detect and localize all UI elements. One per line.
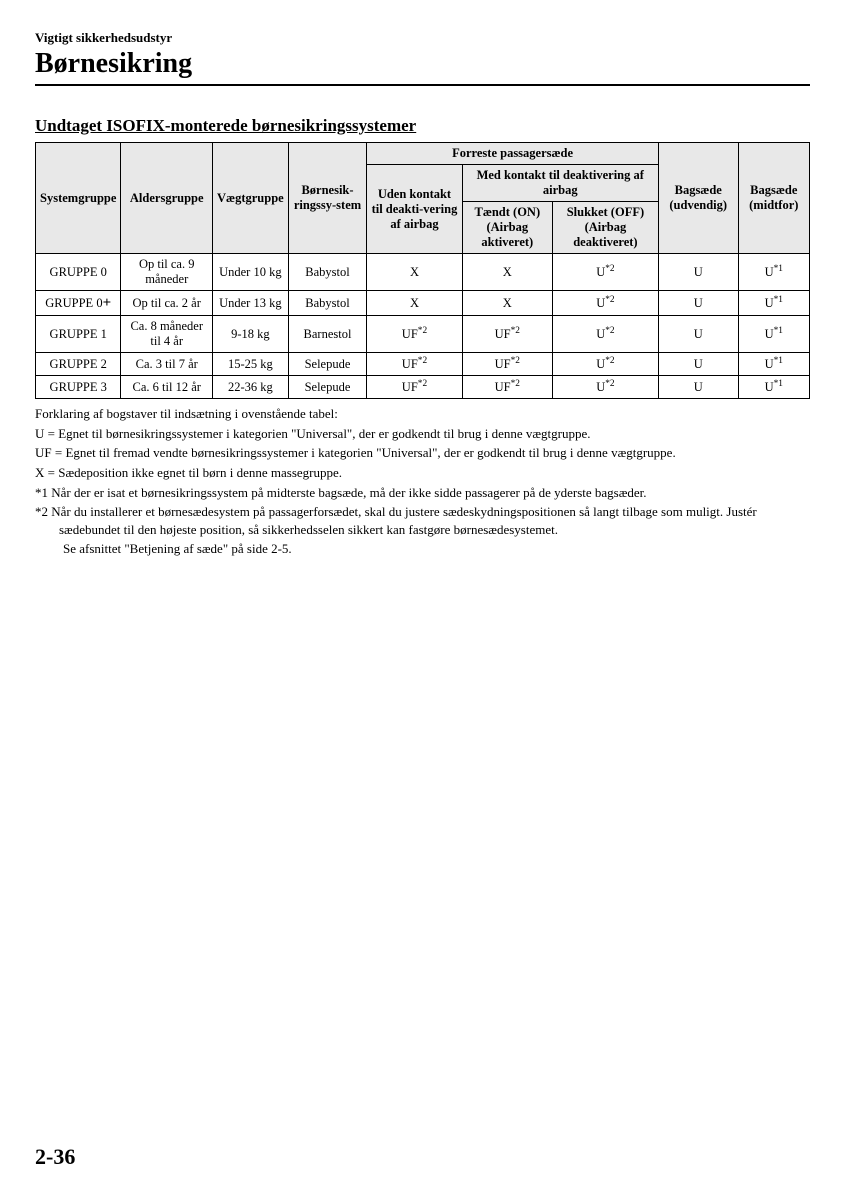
table-cell: X [367, 291, 462, 316]
th-on: Tændt (ON) (Airbag aktiveret) [462, 202, 552, 254]
table-cell: U [658, 254, 738, 291]
note-2b: Se afsnittet "Betjening af sæde" på side… [35, 540, 810, 558]
note-u: U = Egnet til børnesikringssystemer i ka… [35, 425, 810, 443]
note-uf: UF = Egnet til fremad vendte børnesikrin… [35, 444, 810, 462]
th-agegroup: Aldersgruppe [121, 143, 213, 254]
table-cell: Ca. 8 måneder til 4 år [121, 316, 213, 353]
table-cell: U*1 [738, 291, 809, 316]
note-x: X = Sædeposition ikke egnet til børn i d… [35, 464, 810, 482]
th-front-seat: Forreste passagersæde [367, 143, 659, 165]
table-cell: GRUPPE 0 [36, 254, 121, 291]
th-with-contact: Med kontakt til deaktivering af airbag [462, 165, 658, 202]
page-title: Børnesikring [35, 48, 810, 80]
table-row: GRUPPE 0Op til ca. 9 månederUnder 10 kgB… [36, 254, 810, 291]
restraint-table: Systemgruppe Aldersgruppe Vægtgruppe Bør… [35, 142, 810, 399]
table-cell: UF*2 [367, 376, 462, 399]
table-cell: U*2 [552, 291, 658, 316]
table-cell: Ca. 6 til 12 år [121, 376, 213, 399]
table-row: GRUPPE 3Ca. 6 til 12 år22-36 kgSelepudeU… [36, 376, 810, 399]
th-off: Slukket (OFF) (Airbag deaktiveret) [552, 202, 658, 254]
th-rear-center: Bagsæde (midtfor) [738, 143, 809, 254]
table-body: GRUPPE 0Op til ca. 9 månederUnder 10 kgB… [36, 254, 810, 399]
table-cell: U*1 [738, 316, 809, 353]
table-row: GRUPPE 1Ca. 8 måneder til 4 år9-18 kgBar… [36, 316, 810, 353]
table-cell: U*2 [552, 316, 658, 353]
table-cell: UF*2 [462, 376, 552, 399]
table-cell: UF*2 [462, 316, 552, 353]
notes: Forklaring af bogstaver til indsætning i… [35, 405, 810, 557]
section-heading: Undtaget ISOFIX-monterede børnesikringss… [35, 116, 810, 136]
table-cell: Op til ca. 9 måneder [121, 254, 213, 291]
table-cell: GRUPPE 3 [36, 376, 121, 399]
table-cell: X [367, 254, 462, 291]
th-systemgroup: Systemgruppe [36, 143, 121, 254]
table-cell: Under 13 kg [213, 291, 289, 316]
table-cell: Op til ca. 2 år [121, 291, 213, 316]
table-cell: Selepude [288, 353, 367, 376]
table-cell: Selepude [288, 376, 367, 399]
table-cell: Babystol [288, 254, 367, 291]
table-cell: U*1 [738, 376, 809, 399]
table-cell: U*1 [738, 353, 809, 376]
table-cell: GRUPPE 0+ [36, 291, 121, 316]
table-cell: 15-25 kg [213, 353, 289, 376]
table-cell: U*2 [552, 376, 658, 399]
table-cell: Ca. 3 til 7 år [121, 353, 213, 376]
table-cell: U [658, 291, 738, 316]
table-cell: U [658, 353, 738, 376]
table-cell: GRUPPE 1 [36, 316, 121, 353]
table-cell: GRUPPE 2 [36, 353, 121, 376]
table-cell: U [658, 376, 738, 399]
note-1: *1 Når der er isat et børnesikringssyste… [35, 484, 810, 502]
breadcrumb: Vigtigt sikkerhedsudstyr [35, 30, 810, 46]
table-cell: Under 10 kg [213, 254, 289, 291]
table-cell: 22-36 kg [213, 376, 289, 399]
table-cell: UF*2 [462, 353, 552, 376]
th-rear-outer: Bagsæde (udvendig) [658, 143, 738, 254]
table-cell: 9-18 kg [213, 316, 289, 353]
table-row: GRUPPE 0+Op til ca. 2 årUnder 13 kgBabys… [36, 291, 810, 316]
th-no-contact: Uden kontakt til deakti-vering af airbag [367, 165, 462, 254]
table-row: GRUPPE 2Ca. 3 til 7 år15-25 kgSelepudeUF… [36, 353, 810, 376]
table-cell: Barnestol [288, 316, 367, 353]
table-cell: UF*2 [367, 353, 462, 376]
title-rule [35, 84, 810, 86]
th-system: Børnesik-ringssy-stem [288, 143, 367, 254]
table-cell: U*2 [552, 353, 658, 376]
note-intro: Forklaring af bogstaver til indsætning i… [35, 405, 810, 423]
table-cell: U*1 [738, 254, 809, 291]
th-weightgroup: Vægtgruppe [213, 143, 289, 254]
table-cell: UF*2 [367, 316, 462, 353]
table-cell: U*2 [552, 254, 658, 291]
table-cell: Babystol [288, 291, 367, 316]
table-cell: U [658, 316, 738, 353]
note-2: *2 Når du installerer et børnesædesystem… [35, 503, 810, 538]
table-cell: X [462, 291, 552, 316]
page-number: 2-36 [35, 1144, 75, 1170]
table-cell: X [462, 254, 552, 291]
